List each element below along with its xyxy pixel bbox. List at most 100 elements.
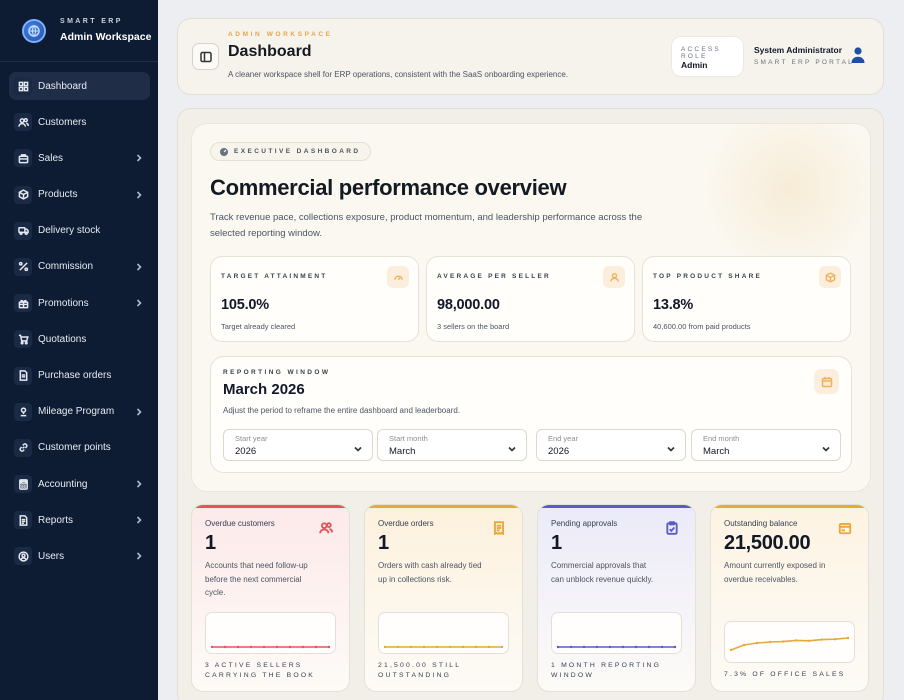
user-name[interactable]: System Administrator [754,45,843,55]
sidebar-item-label: Commission [38,261,94,273]
access-role-box: ACCESS ROLE Admin [671,36,744,77]
report-icon [14,511,32,530]
link-icon [14,438,32,457]
end-month-select[interactable]: End month March [691,429,841,461]
sparkline-point [846,636,850,640]
sparkline-point [327,645,331,649]
kpi-card: AVERAGE PER SELLER 98,000.00 3 sellers on … [426,256,635,342]
sidebar-item-reports[interactable]: Reports [9,506,150,534]
user-icon [603,266,625,288]
select-label: Start month [389,434,428,443]
sidebar-item-customer-points[interactable]: Customer points [9,434,150,462]
chevron-right-icon [134,262,144,272]
users-icon [14,113,32,132]
stat-value: 1 [378,532,389,554]
chevron-down-icon [666,441,676,452]
sparkline-point [729,648,733,652]
chevron-down-icon [821,441,831,452]
users-icon [319,521,337,539]
box-icon [14,185,32,204]
sparkline-point [448,645,452,649]
sparkline-point [556,645,560,649]
sparkline-point [210,645,214,649]
sidebar: SMART ERP Admin Workspace Dashboard Custo… [0,0,158,700]
sparkline [730,637,849,651]
reporting-kicker: REPORTING WINDOW [223,369,331,376]
kpi-note: 40,600.00 from paid products [653,322,751,331]
sidebar-item-delivery-stock[interactable]: Delivery stock [9,217,150,245]
briefcase-icon [14,149,32,168]
stat-card[interactable]: Overdue orders 1 Orders with cash already … [364,504,523,692]
sidebar-item-quotations[interactable]: Quotations [9,325,150,353]
sparkline-point [768,640,772,644]
sparkline-point [487,645,491,649]
kpi-value: 13.8% [653,297,694,313]
executive-overview: EXECUTIVE DASHBOARD Commercial performan… [191,123,871,492]
stat-label: Pending approvals [551,519,618,528]
reporting-title: March 2026 [223,381,305,398]
sidebar-item-label: Customers [38,116,87,128]
stat-label: Outstanding balance [724,519,798,528]
sparkline-point [275,645,279,649]
stat-description: Orders with cash already tied up in coll… [378,561,482,584]
kpi-kicker: TARGET ATTAINMENT [221,273,328,280]
sparkline-point [569,645,573,649]
sidebar-item-users[interactable]: Users [9,542,150,570]
hero-decoration [690,124,870,264]
end-year-select[interactable]: End year 2026 [536,429,686,461]
sparkline-point [288,645,292,649]
select-label: End month [703,434,740,443]
sidebar-toggle-button[interactable] [192,43,219,70]
start-month-select[interactable]: Start month March [377,429,527,461]
stat-accent-bar [538,505,695,508]
sparkline-point [621,645,625,649]
top-header: ADMIN WORKSPACE Dashboard A cleaner work… [177,18,884,95]
sparkline-point [807,639,811,642]
select-value: March [703,446,730,457]
stat-value: 1 [551,532,562,554]
sparkline-point [673,645,677,649]
stat-label: Overdue customers [205,519,275,528]
chevron-right-icon [134,298,144,308]
chevron-right-icon [134,515,144,525]
start-year-select[interactable]: Start year 2026 [223,429,373,461]
sidebar-item-commission[interactable]: Commission [9,253,150,281]
sparkline-point [742,643,746,647]
sidebar-item-promotions[interactable]: Promotions [9,289,150,317]
sparkline-point [435,645,439,649]
sidebar-item-dashboard[interactable]: Dashboard [9,72,150,100]
kpi-kicker: AVERAGE PER SELLER [437,273,551,280]
stat-card[interactable]: Pending approvals 1 Commercial approvals t… [537,504,696,692]
sparkline-point [595,645,599,649]
stat-description: Commercial approvals that can unblock re… [551,561,654,584]
sparkline-point [833,638,837,641]
stat-card[interactable]: Outstanding balance 21,500.00 Amount curre… [710,504,869,692]
select-value: March [389,446,416,457]
access-role-value: Admin [681,60,708,70]
brand-kicker: SMART ERP [60,18,123,25]
sidebar-item-label: Quotations [38,333,87,345]
sidebar-item-label: Reports [38,514,74,526]
sidebar-item-purchase-orders[interactable]: Purchase orders [9,362,150,390]
dashboard-icon [14,77,32,95]
access-role-kicker: ACCESS ROLE [681,46,721,60]
sidebar-toggle-icon [199,51,212,62]
stat-accent-bar [711,505,868,508]
brand[interactable]: SMART ERP Admin Workspace [0,0,158,62]
chevron-right-icon [134,479,144,489]
sidebar-item-customers[interactable]: Customers [9,108,150,136]
stat-sparkline [378,612,509,654]
stat-footer: 3 ACTIVE SELLERS CARRYING THE BOOK [205,662,316,679]
kpi-note: Target already cleared [221,322,296,331]
stat-value: 1 [205,532,216,554]
sidebar-item-mileage-program[interactable]: Mileage Program [9,398,150,426]
sidebar-item-accounting[interactable]: Accounting [9,470,150,498]
chevron-down-icon [353,441,363,452]
stat-card[interactable]: Overdue customers 1 Accounts that need fol… [191,504,350,692]
user-avatar-icon[interactable] [850,46,866,64]
sparkline-point [461,645,465,649]
sparkline-point [262,645,266,649]
sidebar-item-label: Accounting [38,478,88,490]
sidebar-item-sales[interactable]: Sales [9,144,150,172]
sidebar-item-products[interactable]: Products [9,181,150,209]
